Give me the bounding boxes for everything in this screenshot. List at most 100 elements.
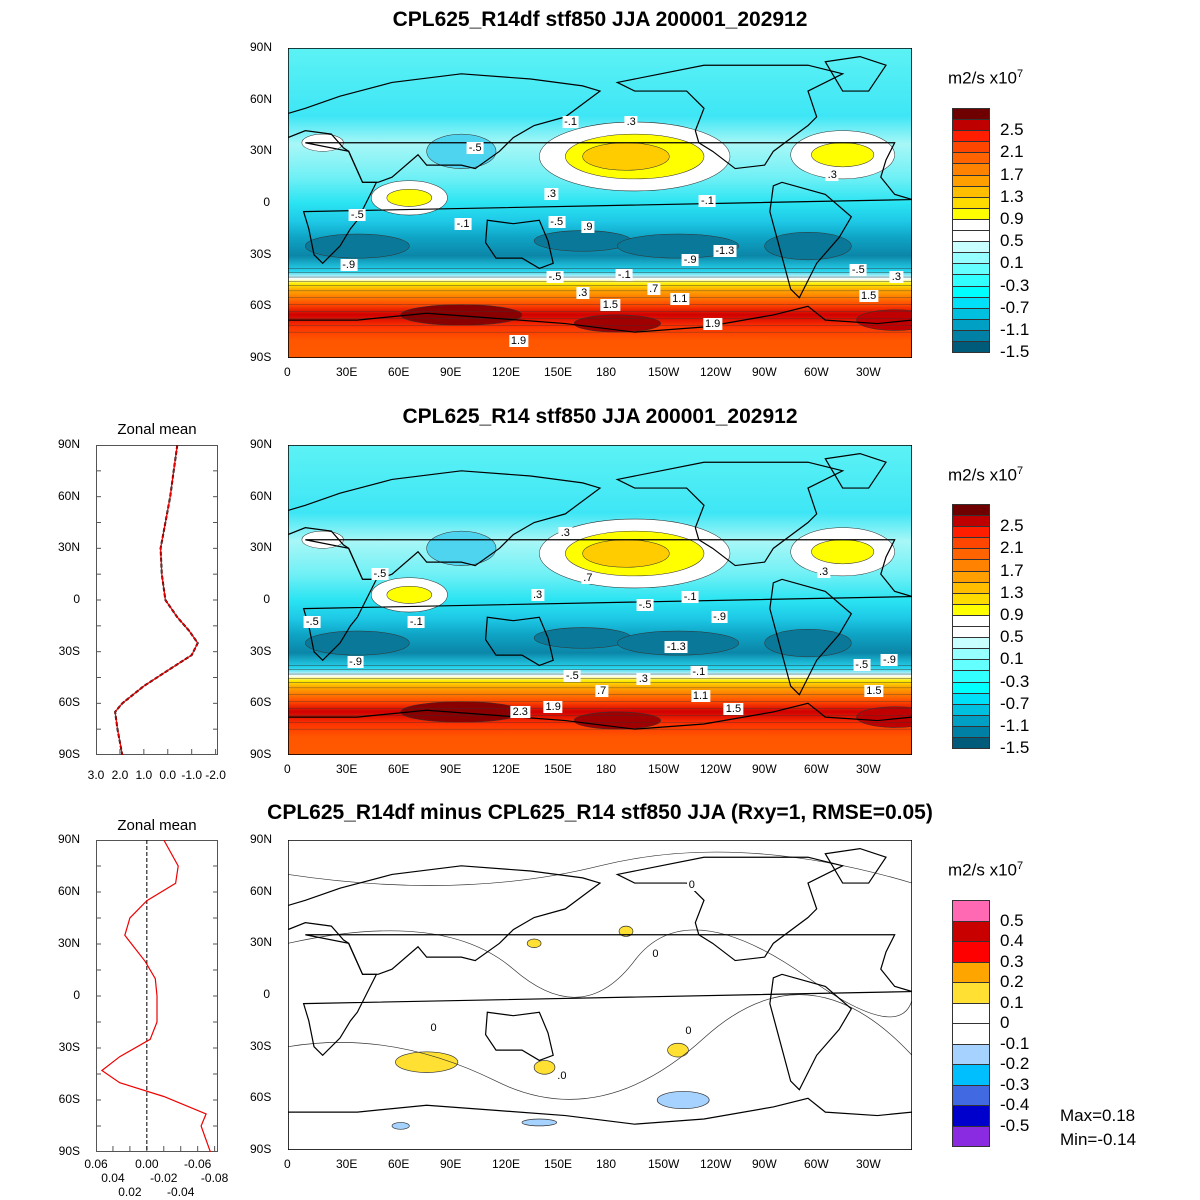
- colorbar-box: [952, 615, 990, 628]
- zonal-x-tick-label: -0.06: [183, 1157, 212, 1171]
- contour-label: .3: [531, 588, 545, 601]
- colorbar-box: [952, 983, 990, 1004]
- map-panel-difference: 0 0 0 0 .0: [288, 840, 912, 1150]
- difference-region: [395, 1051, 459, 1073]
- colorbar-box: [952, 219, 990, 232]
- zonal-x-tick-label: -0.04: [167, 1185, 195, 1199]
- contour-label: -.5: [371, 568, 389, 581]
- contour-feature: [400, 304, 523, 326]
- colorbar-label: 0.5: [1000, 231, 1024, 251]
- lon-tick-label: 90E: [440, 365, 462, 379]
- colorbar-box: [952, 286, 990, 298]
- zonal-x-tick-label: 1.0: [135, 768, 153, 782]
- zonal-mean-plot-diff: [95, 839, 219, 1153]
- coastline: [302, 142, 912, 265]
- contour-label: 2.3: [510, 705, 530, 718]
- zonal-lat-tick-label: 60S: [58, 1092, 80, 1106]
- contour-label: .3: [636, 673, 650, 686]
- lon-tick-label: 120W: [700, 365, 732, 379]
- lat-tick-label: 30N: [250, 143, 273, 158]
- colorbar-box: [952, 175, 990, 187]
- difference-region: [391, 1122, 410, 1130]
- coastline: [769, 578, 853, 696]
- colorbar-label: -0.3: [1000, 1074, 1030, 1094]
- contour-label: -.1: [615, 269, 633, 282]
- contour-label: -.1: [699, 195, 716, 208]
- zonal-lat-tick-label: 90N: [57, 832, 80, 846]
- contour-feature: [764, 232, 852, 261]
- contour-label: .7: [595, 685, 609, 698]
- colorbar-label: -0.3: [1000, 671, 1030, 691]
- colorbar-label: 2.1: [1000, 142, 1024, 162]
- colorbar-box: [952, 109, 990, 121]
- contour-feature: [426, 530, 497, 566]
- colorbar-box: [952, 571, 990, 583]
- panel2-title: CPL625_R14 stf850 JJA 200001_202912: [402, 405, 798, 428]
- colorbar-box: [952, 505, 990, 517]
- lon-tick-label: 0: [284, 1157, 291, 1171]
- contour-label: 0: [683, 1025, 694, 1038]
- colorbar-box: [952, 1085, 990, 1106]
- colorbar-label: 0.9: [1000, 209, 1024, 228]
- colorbar-box: [952, 593, 990, 605]
- lon-tick-label: 150E: [544, 365, 573, 379]
- contour-label: .3: [817, 566, 831, 579]
- colorbar-box: [952, 682, 990, 694]
- contour-feature: [305, 233, 410, 259]
- colorbar-units: m2/s x107: [948, 860, 1024, 880]
- colorbar-label: 0.5: [1000, 910, 1024, 930]
- contour-label: 0: [650, 947, 661, 960]
- contour-label: 1.1: [670, 293, 690, 306]
- colorbar-label: 1.3: [1000, 582, 1024, 602]
- map-plot-area: [288, 840, 912, 1150]
- contour-label: 1.9: [703, 317, 723, 330]
- colorbar-label: -0.5: [1000, 1115, 1030, 1135]
- contour-label: .3: [544, 188, 559, 201]
- contour-feature: [764, 629, 852, 658]
- colorbar-label: 0: [1000, 1013, 1010, 1032]
- colorbar-box: [952, 660, 990, 672]
- colorbar-box: [952, 649, 990, 661]
- contour-label: -.5: [548, 215, 566, 228]
- colorbar-label: -1.5: [1000, 342, 1030, 362]
- lon-tick-label: 180: [596, 762, 617, 776]
- zonal-x-tick-label: -1.0: [181, 768, 203, 782]
- lat-tick-label: 30N: [250, 935, 273, 950]
- colorbar-label: 0.1: [1000, 992, 1024, 1012]
- zonal-x-tick-label: 2.0: [111, 768, 129, 782]
- lat-tick-label: 60S: [250, 695, 272, 710]
- lon-tick-label: 0: [284, 762, 291, 776]
- map-plot-area: [288, 48, 912, 358]
- colorbar-box: [952, 264, 990, 276]
- colorbar-units: m2/s x107: [948, 68, 1024, 88]
- colorbar-box: [952, 962, 990, 983]
- colorbar-label: 1.3: [1000, 186, 1024, 206]
- lon-tick-label: 30W: [856, 365, 881, 379]
- coastline: [824, 452, 887, 489]
- lon-tick-label: 90E: [440, 1157, 462, 1171]
- zonal-lat-tick-label: 30N: [57, 540, 80, 555]
- zonal-mean-line: [114, 444, 199, 756]
- contour-feature: [386, 188, 433, 207]
- zonal-x-tick-label: 0.0: [159, 768, 177, 782]
- map-plot-area: [288, 445, 912, 755]
- contour-label: .3: [558, 526, 572, 539]
- colorbar-box: [952, 693, 990, 705]
- coastline: [302, 934, 912, 1057]
- lat-tick-label: 30S: [250, 1038, 272, 1053]
- zonal-x-tick-label: 3.0: [87, 768, 105, 782]
- coastline: [484, 1011, 554, 1062]
- contour-label: -1.3: [713, 245, 737, 258]
- lon-tick-label: 150W: [648, 365, 680, 379]
- colorbar-box: [952, 560, 990, 572]
- zonal-mean-title: Zonal mean: [117, 817, 197, 834]
- coastline: [484, 616, 554, 667]
- colorbar-box: [952, 671, 990, 683]
- contour-label: -.1: [681, 590, 699, 603]
- zonal-lat-tick-label: 0: [73, 988, 80, 1002]
- zonal-x-tick-label: 0.04: [101, 1171, 125, 1185]
- contour-label: 1.5: [859, 290, 879, 302]
- colorbar: [952, 900, 990, 1147]
- colorbar-box: [952, 319, 990, 331]
